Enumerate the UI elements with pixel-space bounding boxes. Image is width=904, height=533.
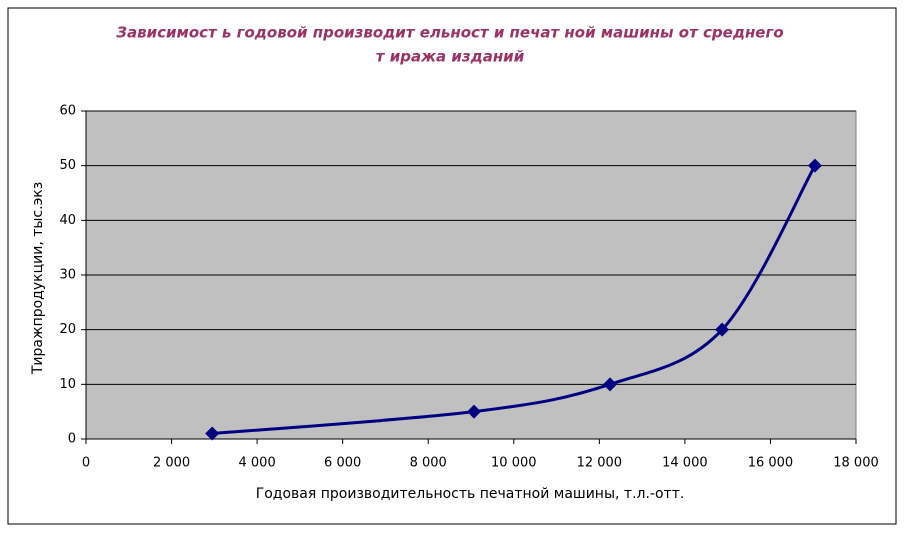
x-tick-label: 10 000 <box>491 456 537 471</box>
x-axis-label: Годовая производительность печатной маши… <box>256 486 685 502</box>
x-tick-label: 6 000 <box>324 456 361 471</box>
x-tick-label: 14 000 <box>662 456 708 471</box>
x-tick-label: 18 000 <box>833 456 879 471</box>
x-tick-label: 0 <box>82 456 90 471</box>
chart-title: Зависимост ь годовой производит ельност … <box>116 24 783 42</box>
data-point <box>807 158 822 173</box>
y-tick-label: 30 <box>59 268 76 283</box>
chart-title: т иража изданий <box>376 48 525 66</box>
x-tick-label: 4 000 <box>239 456 276 471</box>
data-point <box>715 322 730 337</box>
x-tick-label: 8 000 <box>410 456 447 471</box>
data-point <box>466 404 481 419</box>
y-tick-label: 60 <box>59 104 76 119</box>
x-tick-label: 16 000 <box>748 456 794 471</box>
y-tick-label: 40 <box>59 213 76 228</box>
data-point <box>205 426 220 441</box>
x-tick-label: 12 000 <box>577 456 623 471</box>
y-tick-label: 20 <box>59 322 76 337</box>
data-point <box>603 377 618 392</box>
y-tick-label: 50 <box>59 158 76 173</box>
x-tick-label: 2 000 <box>153 456 190 471</box>
y-tick-label: 0 <box>68 432 76 447</box>
y-tick-label: 10 <box>59 377 76 392</box>
y-axis-label: Тиражпродукции, тыс.экз <box>30 182 46 375</box>
